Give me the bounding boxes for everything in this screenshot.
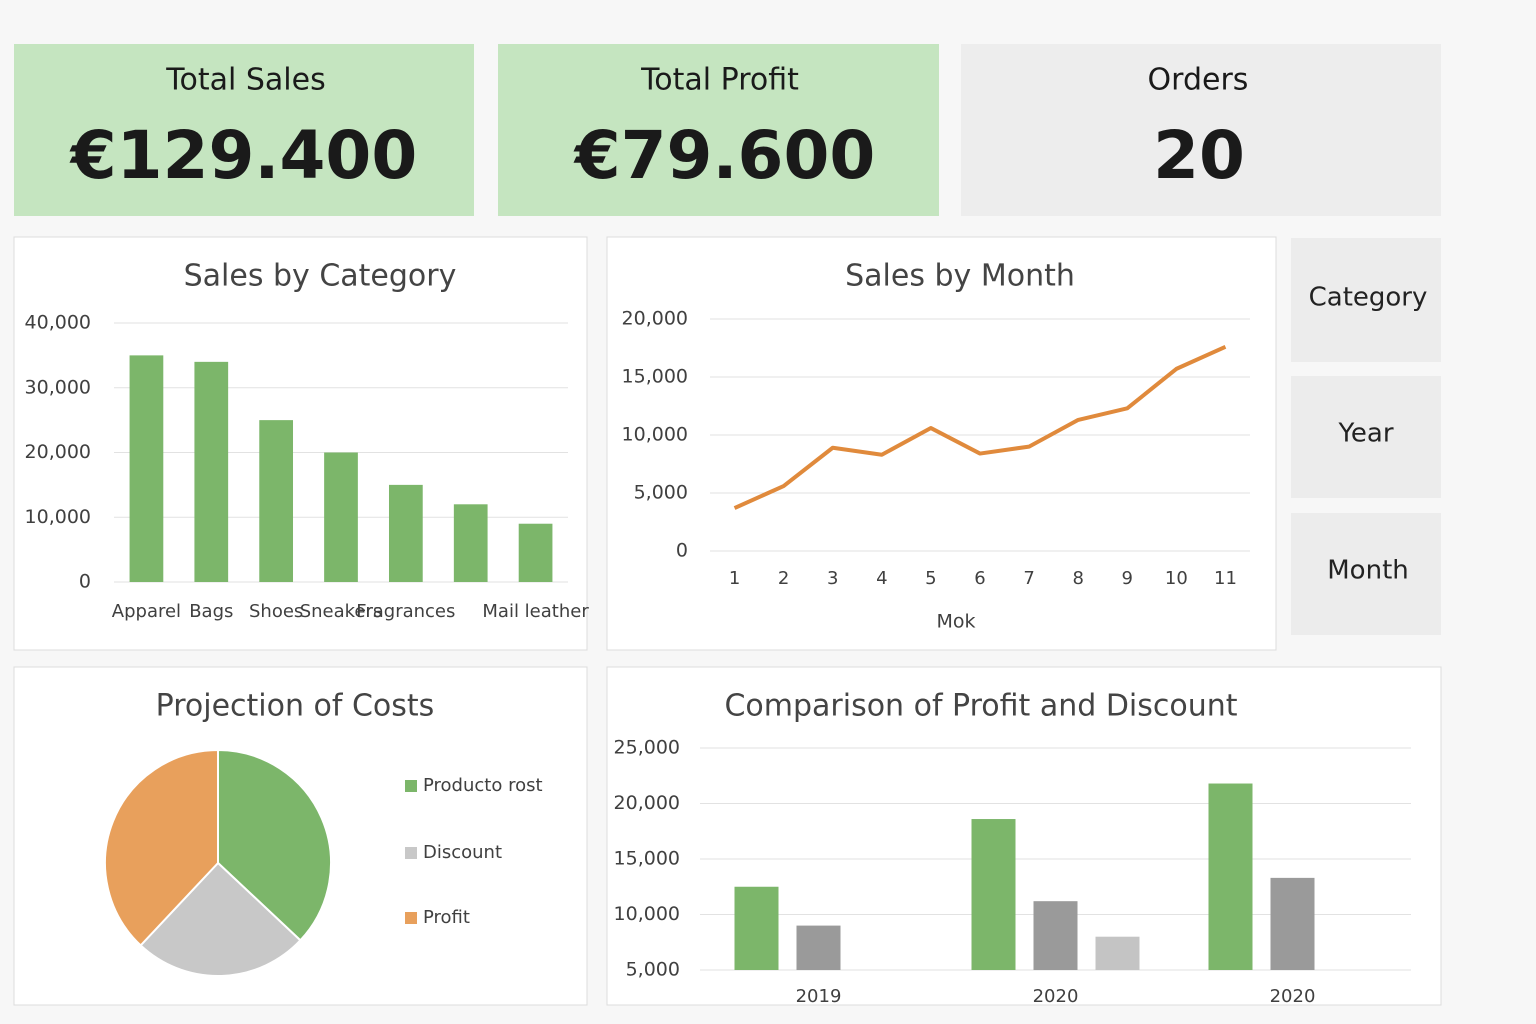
x-tick-label: 6 <box>974 568 985 589</box>
x-tick-label: 8 <box>1072 568 1083 589</box>
bar <box>324 452 358 582</box>
y-tick-label: 20,000 <box>622 308 688 330</box>
slicer-button[interactable] <box>1291 513 1441 635</box>
y-tick-label: 15,000 <box>622 366 688 388</box>
bar <box>388 484 423 582</box>
kpi-card <box>498 44 939 216</box>
bar <box>194 361 229 582</box>
x-tick-label: Fragrances <box>356 601 455 622</box>
slicer-label[interactable]: Category <box>1309 283 1428 313</box>
bar <box>453 504 488 582</box>
kpi-value: 20 <box>1153 117 1245 194</box>
slicer-label[interactable]: Month <box>1327 556 1409 586</box>
slicer-label[interactable]: Year <box>1337 419 1393 449</box>
x-tick-label: 11 <box>1214 568 1237 589</box>
kpi-card <box>14 44 474 216</box>
legend-label: Discount <box>423 842 502 863</box>
kpi-value: €79.600 <box>573 117 876 194</box>
y-tick-label: 5,000 <box>634 482 688 504</box>
bar <box>1095 936 1140 970</box>
x-tick-label: 10 <box>1165 568 1188 589</box>
kpi-label: Total Sales <box>165 63 325 98</box>
bar <box>129 355 164 582</box>
pie-slice <box>217 748 332 942</box>
chart-title: Sales by Month <box>845 259 1075 294</box>
bar <box>518 523 553 582</box>
y-tick-label: 20,000 <box>614 792 680 814</box>
kpi-label: Total Profit <box>640 63 799 98</box>
x-tick-label: Mail leather <box>482 601 589 622</box>
x-tick-label: Bags <box>189 601 233 622</box>
y-tick-label: 10,000 <box>622 424 688 446</box>
x-axis-label: Mok <box>936 611 975 633</box>
legend-swatch <box>405 847 417 859</box>
bar <box>1270 877 1315 970</box>
chart-panel <box>606 236 1277 651</box>
y-tick-label: 0 <box>79 571 91 593</box>
kpi-card <box>961 44 1441 216</box>
chart-title: Comparison of Profit and Discount <box>724 689 1237 724</box>
x-tick-label: 1 <box>729 568 740 589</box>
x-tick-label: 5 <box>925 568 936 589</box>
y-tick-label: 10,000 <box>25 506 91 528</box>
chart-panel <box>13 236 588 651</box>
y-tick-label: 25,000 <box>614 737 680 759</box>
bar <box>1208 783 1253 970</box>
x-tick-label: Sneakers <box>300 601 383 622</box>
x-tick-label: 2 <box>778 568 789 589</box>
y-tick-label: 5,000 <box>626 959 680 981</box>
x-tick-label: 2019 <box>796 986 842 1007</box>
pie-slice <box>139 861 302 977</box>
y-tick-label: 0 <box>676 540 688 562</box>
bar <box>259 420 294 582</box>
y-tick-label: 20,000 <box>25 441 91 463</box>
y-tick-label: 15,000 <box>614 848 680 870</box>
y-tick-label: 30,000 <box>25 376 91 398</box>
kpi-label: Orders <box>1148 63 1249 98</box>
x-tick-label: Apparel <box>112 601 181 622</box>
y-tick-label: 10,000 <box>614 903 680 925</box>
slicer-button[interactable] <box>1291 238 1441 362</box>
x-tick-label: 9 <box>1122 568 1133 589</box>
x-tick-label: 2020 <box>1033 986 1079 1007</box>
x-tick-label: Shoes <box>249 601 303 622</box>
slicer-button[interactable] <box>1291 376 1441 498</box>
legend-swatch <box>405 912 417 924</box>
bar <box>971 819 1016 970</box>
x-tick-label: 7 <box>1023 568 1034 589</box>
legend-label: Profit <box>423 907 470 928</box>
chart-title: Projection of Costs <box>156 689 435 724</box>
pie-slice <box>104 748 219 947</box>
x-tick-label: 3 <box>827 568 838 589</box>
kpi-value: €129.400 <box>69 117 418 194</box>
x-tick-label: 2020 <box>1270 986 1316 1007</box>
bar <box>1033 901 1078 970</box>
legend-label: Producto rost <box>423 775 543 796</box>
line-series <box>733 345 1227 510</box>
bar <box>796 925 841 970</box>
chart-title: Sales by Category <box>184 259 457 294</box>
bar <box>734 886 779 970</box>
legend-swatch <box>405 780 417 792</box>
y-tick-label: 40,000 <box>25 312 91 334</box>
x-tick-label: 4 <box>876 568 887 589</box>
